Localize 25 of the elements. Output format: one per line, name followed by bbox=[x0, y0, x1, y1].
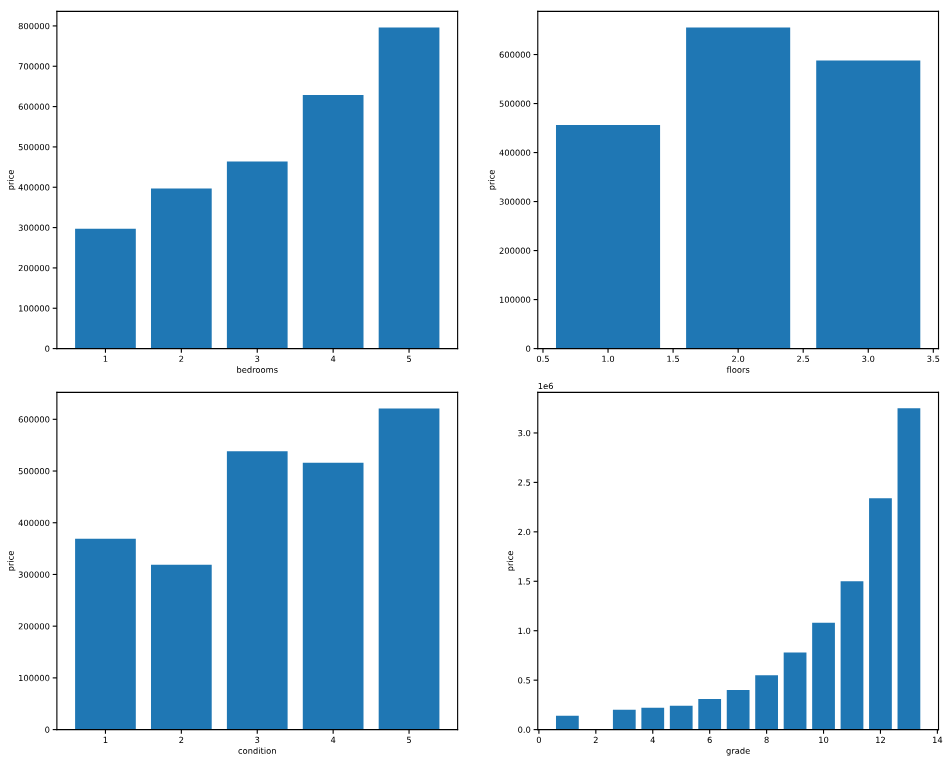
bar bbox=[698, 698, 722, 730]
bar bbox=[302, 462, 364, 730]
bar bbox=[150, 564, 212, 730]
bar bbox=[555, 125, 661, 349]
bar bbox=[226, 451, 288, 730]
bar bbox=[840, 581, 864, 730]
bar bbox=[75, 538, 136, 730]
bar bbox=[816, 60, 921, 349]
bar bbox=[869, 498, 892, 730]
bar bbox=[75, 228, 136, 349]
bar bbox=[897, 408, 921, 730]
bar bbox=[150, 188, 212, 349]
bar bbox=[726, 690, 750, 730]
bar bbox=[812, 622, 835, 730]
bar bbox=[302, 94, 364, 349]
bar bbox=[378, 408, 440, 730]
bar bbox=[641, 707, 665, 730]
bar bbox=[555, 715, 579, 730]
bar bbox=[378, 27, 440, 349]
bar bbox=[612, 709, 636, 730]
bar bbox=[669, 705, 693, 730]
bar bbox=[226, 161, 288, 349]
bar bbox=[783, 652, 807, 730]
bar bbox=[686, 27, 791, 349]
bar bbox=[755, 675, 778, 730]
